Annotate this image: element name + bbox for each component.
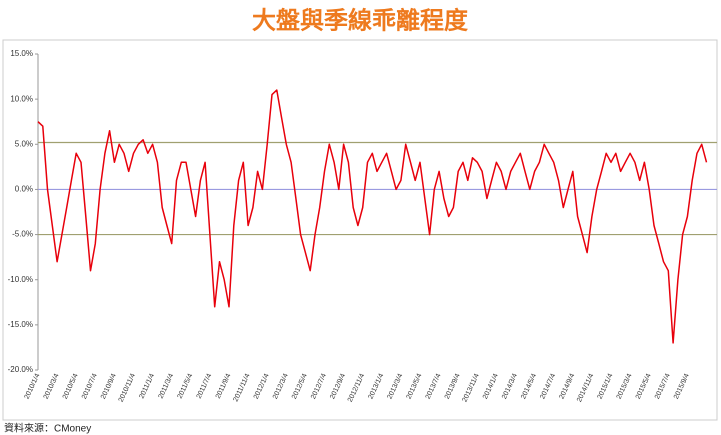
chart-title: 大盤與季線乖離程度 <box>252 6 469 34</box>
y-tick-label: 15.0% <box>10 49 33 58</box>
y-tick-label: -20.0% <box>8 365 33 374</box>
data-line <box>37 89 708 344</box>
y-tick-label: 0.0% <box>15 185 33 194</box>
y-tick-label: -10.0% <box>8 275 33 284</box>
y-tick-label: 5.0% <box>15 139 33 148</box>
chart-frame <box>2 39 718 421</box>
y-tick-label: -5.0% <box>12 230 33 239</box>
source-note: 資料來源：CMoney <box>4 422 91 435</box>
y-tick-label: -15.0% <box>8 320 33 329</box>
y-tick-label: 10.0% <box>10 94 33 103</box>
